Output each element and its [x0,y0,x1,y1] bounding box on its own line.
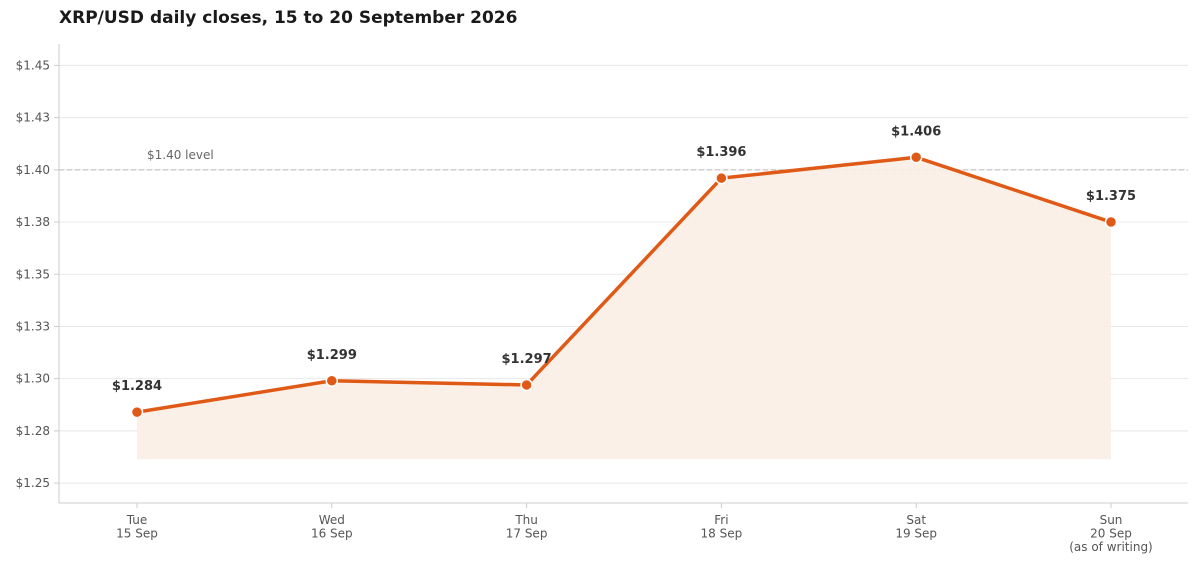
data-label: $1.375 [1086,189,1136,204]
y-tick-label: $1.43 [16,111,50,125]
data-label: $1.406 [891,124,941,139]
data-label: $1.396 [696,145,746,160]
data-label: $1.299 [307,348,357,363]
y-tick-label: $1.28 [16,424,50,438]
x-tick-label: Fri 18 Sep [701,513,743,541]
y-tick-label: $1.40 [16,163,50,177]
data-point [130,405,144,419]
series-line [135,155,1113,414]
reference-line-label: $1.40 level [147,148,214,162]
x-tick-label: Thu 17 Sep [506,513,548,541]
area-fill-group [137,157,1111,460]
data-label: $1.297 [502,352,552,367]
series-area-fill [137,157,1111,460]
data-label: $1.284 [112,379,162,394]
y-tick-label: $1.25 [16,476,50,490]
data-point [1104,215,1118,229]
x-tick-label: Sat 19 Sep [895,513,937,541]
x-tick-label: Sun 20 Sep (as of writing) [1069,513,1153,554]
y-tick-label: $1.45 [16,58,50,72]
data-point [715,171,728,185]
data-point [325,374,339,388]
y-tick-label: $1.30 [16,372,50,386]
y-tick-label: $1.38 [16,215,50,229]
x-tick-label: Wed 16 Sep [311,513,353,541]
series-line-group [135,155,1113,414]
x-axis-ticks: Tue 15 Sep Wed 16 Sep Thu 17 Sep Fri 18 Sep Sat 1… [116,503,1153,554]
reference-line-group: $1.40 level [59,148,1188,171]
y-tick-label: $1.33 [16,319,50,333]
data-points [130,151,1118,419]
y-tick-label: $1.35 [16,267,50,281]
axes [58,44,1188,504]
x-tick-label: Tue 15 Sep [116,513,158,541]
y-axis-ticks: $1.25 $1.28 $1.30 $1.33 $1.35 $1.38 $1.40 $1.43… [16,58,59,490]
data-point [520,378,533,392]
data-point [909,151,923,164]
chart-title: XRP/USD daily closes, 15 to 20 September… [59,8,518,28]
data-labels: $1.284 $1.299 $1.297 $1.396 $1.406 $1.375 [112,124,1136,394]
